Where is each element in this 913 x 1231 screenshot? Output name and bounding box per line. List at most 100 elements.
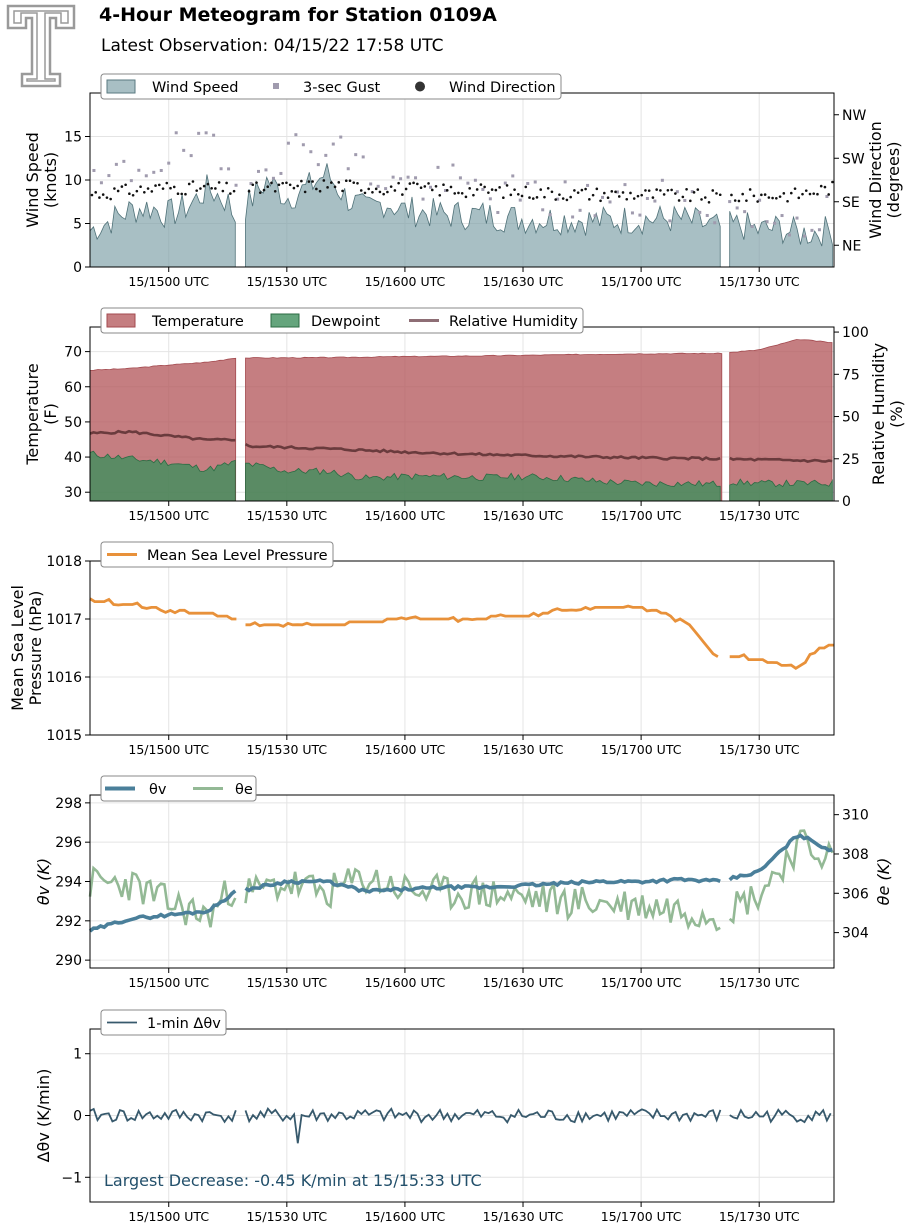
direction-point <box>300 179 303 183</box>
gust-marker <box>638 213 642 217</box>
gust-marker <box>137 168 141 172</box>
gust-marker <box>129 179 133 183</box>
gust-marker <box>825 195 829 199</box>
gust-marker <box>204 131 208 135</box>
direction-point <box>666 189 670 192</box>
direction-point <box>135 189 139 193</box>
gust-marker <box>376 184 380 188</box>
direction-point <box>775 196 778 200</box>
direction-point <box>535 196 539 199</box>
gust-marker <box>788 233 792 237</box>
gust-marker <box>286 141 290 145</box>
direction-point <box>285 181 288 185</box>
direction-point <box>445 189 449 192</box>
direction-point <box>778 195 782 198</box>
gust-marker <box>683 198 687 202</box>
svg-text:Pressure (hPa): Pressure (hPa) <box>26 591 45 706</box>
direction-point <box>105 196 109 199</box>
direction-point <box>157 183 161 187</box>
direction-point <box>745 199 748 202</box>
direction-point <box>165 181 169 185</box>
direction-point <box>333 185 337 189</box>
gust-marker <box>765 220 769 224</box>
gust-marker <box>361 155 365 159</box>
direction-point <box>528 196 531 199</box>
dtheta-panel <box>89 1029 834 1202</box>
direction-point <box>584 187 587 191</box>
direction-point <box>651 196 655 199</box>
gust-marker <box>264 168 268 172</box>
gust-marker <box>346 167 350 171</box>
direction-point <box>408 182 412 185</box>
direction-point <box>438 194 442 197</box>
legend-entry: Relative Humidity <box>449 314 578 330</box>
gust-marker <box>309 150 313 154</box>
y-tick-label: 15 <box>64 130 82 146</box>
gust-marker <box>384 187 388 191</box>
y-tick-label: 40 <box>64 450 82 466</box>
x-tick-label: 15/1530 UTC <box>246 742 327 757</box>
direction-point <box>356 181 359 185</box>
gust-marker <box>623 183 627 187</box>
legend-entry: θv <box>149 782 167 798</box>
x-tick-label: 15/1730 UTC <box>719 508 800 523</box>
direction-point <box>113 187 116 190</box>
direction-point <box>191 180 195 183</box>
y-tick-label: 60 <box>64 380 82 396</box>
direction-point <box>225 181 228 185</box>
gust-marker <box>795 216 799 220</box>
direction-point <box>367 187 371 191</box>
x-tick-label: 15/1600 UTC <box>365 742 446 757</box>
direction-point <box>487 191 490 194</box>
direction-point <box>311 180 314 183</box>
gust-marker <box>316 163 320 167</box>
y-axis-label: Temperature (F) <box>23 363 60 465</box>
direction-point <box>524 185 528 189</box>
svg-text:θe (K): θe (K) <box>874 858 893 906</box>
direction-point <box>288 183 292 187</box>
y-tick-label: 1018 <box>46 554 82 570</box>
y-right-axis-label: Wind Direction (degrees) <box>866 121 903 239</box>
direction-point <box>307 180 311 183</box>
direction-point <box>378 190 382 194</box>
wind-speed-area <box>89 174 236 268</box>
theta-e-line <box>88 865 237 928</box>
legend-entry: 3-sec Gust <box>303 80 380 96</box>
y-right-tick-label: 310 <box>842 808 869 824</box>
direction-point <box>483 185 486 189</box>
x-tick-label: 15/1600 UTC <box>365 975 446 990</box>
direction-point <box>692 191 696 194</box>
direction-point <box>767 196 771 199</box>
y-axis-label: Mean Sea Level Pressure (hPa) <box>8 585 45 711</box>
legend-swatch <box>106 79 136 94</box>
direction-point <box>632 197 636 200</box>
theta-legend: θv θe <box>100 775 257 802</box>
direction-point <box>303 190 307 194</box>
direction-point <box>730 193 733 197</box>
direction-point <box>90 193 94 197</box>
gust-marker <box>608 200 612 204</box>
x-tick-label: 15/1500 UTC <box>128 274 209 289</box>
wind-legend: Wind Speed 3-sec Gust Wind Direction <box>100 73 562 100</box>
direction-point <box>277 183 281 187</box>
x-tick-label: 15/1700 UTC <box>601 274 682 289</box>
wind-panel <box>89 93 834 268</box>
x-tick-label: 15/1600 UTC <box>365 1209 446 1224</box>
gust-marker <box>473 178 477 182</box>
direction-point <box>210 186 213 190</box>
gust-marker <box>234 183 238 187</box>
direction-point <box>681 195 685 199</box>
x-tick-label: 15/1730 UTC <box>719 742 800 757</box>
y-tick-label: 290 <box>55 953 82 969</box>
svg-text:Relative Humidity: Relative Humidity <box>869 343 888 485</box>
direction-point <box>430 188 434 192</box>
temp-panel <box>89 327 834 502</box>
direction-point <box>573 189 576 192</box>
gust-marker <box>256 169 260 173</box>
direction-point <box>184 192 187 196</box>
direction-point <box>449 185 453 189</box>
gust-marker <box>212 133 216 137</box>
direction-point <box>621 191 625 194</box>
pressure-line <box>245 604 719 658</box>
theta-e-line <box>244 867 721 932</box>
